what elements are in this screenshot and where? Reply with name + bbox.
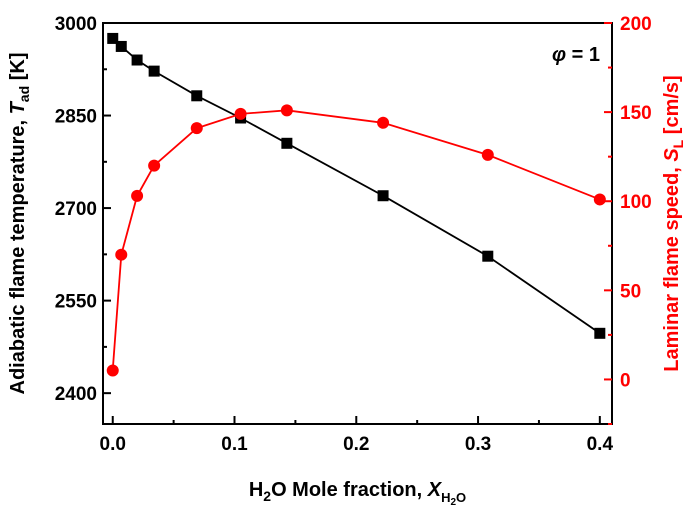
plot-lines	[111, 37, 601, 371]
y-right-axis-title: Laminar flame speed, SL [cm/s]	[661, 75, 686, 371]
flame-speed-point	[115, 248, 128, 261]
flame-speed-point	[377, 116, 390, 129]
flame-speed-point	[481, 148, 494, 161]
plot-markers	[106, 32, 606, 377]
flame-speed-point	[190, 122, 203, 135]
y-left-tick-label: 2700	[55, 199, 97, 220]
phi-annotation: φ = 1	[552, 44, 600, 66]
phi-symbol: φ	[552, 44, 566, 66]
y-left-title-part: Adiabatic flame temperature,	[7, 114, 29, 394]
temperature-point	[148, 65, 160, 77]
x-tick-label: 0.0	[100, 434, 126, 455]
temperature-point	[594, 327, 606, 339]
temperature-point	[115, 40, 127, 52]
temperature-line	[112, 37, 601, 335]
x-tick-label: 0.4	[587, 434, 614, 455]
y-right-tick-label: 50	[620, 281, 641, 302]
temperature-point	[281, 137, 293, 149]
flame-speed-point	[234, 107, 247, 120]
flame-speed-point	[280, 104, 293, 117]
y-right-tick-label: 100	[620, 192, 652, 213]
ticks	[103, 22, 612, 425]
x-title-part: O Mole fraction,	[271, 479, 428, 501]
flame-speed-point	[131, 189, 144, 202]
y-left-tick-label: 2550	[55, 292, 97, 313]
x-title-subsub: 2	[450, 497, 456, 508]
x-axis-title: H2O Mole fraction, XH2O	[249, 479, 466, 508]
y-left-title-part: [K]	[7, 53, 29, 86]
flame-speed-point	[106, 364, 119, 377]
plot-frame	[102, 22, 613, 425]
y-left-tick-label: 2400	[55, 384, 97, 405]
temperature-point	[131, 54, 143, 66]
y-left-tick-label: 3000	[55, 14, 97, 35]
tick-labels: 0.0 0.1 0.2 0.3 0.4 2400 2550 2700 2850 3000 0 50 10…	[55, 14, 652, 455]
x-title-sub: H	[441, 490, 450, 505]
x-tick-label: 0.1	[221, 434, 248, 455]
x-tick-label: 0.3	[465, 434, 491, 455]
x-tick-label: 0.2	[343, 434, 369, 455]
x-title-sub: 2	[263, 488, 271, 504]
flame-speed-point	[593, 193, 606, 206]
temperature-point	[482, 250, 494, 262]
y-right-tick-label: 200	[620, 14, 652, 35]
y-right-tick-label: 0	[620, 370, 631, 391]
x-title-part: H	[249, 479, 263, 501]
x-title-sub: O	[456, 490, 466, 505]
y-right-title-sub: L	[670, 139, 686, 148]
y-right-title-part: [cm/s]	[661, 75, 683, 139]
y-left-tick-label: 2850	[55, 107, 97, 128]
temperature-point	[377, 190, 389, 202]
phi-value: = 1	[566, 44, 600, 66]
y-left-axis-title: Adiabatic flame temperature, Tad [K]	[7, 53, 32, 395]
y-right-tick-label: 150	[620, 103, 652, 124]
temperature-point	[107, 32, 119, 44]
y-right-title-italic: S	[661, 148, 683, 162]
x-title-italic: X	[427, 479, 443, 501]
flame-speed-line	[111, 109, 601, 371]
y-right-title-part: Laminar flame speed,	[661, 162, 683, 372]
y-left-title-sub: ad	[16, 86, 32, 102]
flame-speed-point	[148, 159, 161, 172]
temperature-point	[191, 90, 203, 102]
y-left-title-italic: T	[7, 100, 29, 114]
